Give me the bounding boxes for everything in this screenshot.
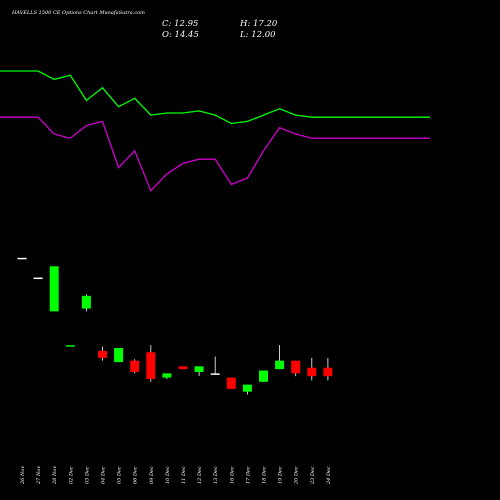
candle [114, 348, 124, 363]
candle [81, 294, 91, 312]
candle-body [49, 266, 59, 312]
x-tick-label: 17 Dec [245, 466, 251, 484]
ohlc-open: O: 14.45 [162, 30, 199, 40]
candle-body [98, 350, 107, 358]
candle [194, 366, 204, 377]
ohlc-high: H: 17.20 [239, 19, 278, 29]
x-tick-label: 04 Dec [101, 466, 107, 484]
candle-body [210, 373, 220, 375]
candles [17, 257, 333, 395]
candle-body [323, 367, 333, 377]
candle [65, 345, 75, 347]
x-axis-ticks: 26 Nov 27 Nov 28 Nov 02 Dec 03 Dec 04 Dec 05 D… [20, 466, 332, 485]
x-tick-label: 26 Nov [20, 466, 26, 485]
indicator-line-2 [0, 116, 430, 192]
candle-body [259, 370, 268, 382]
candle [162, 373, 172, 379]
ohlc-close: C: 12.95 [162, 19, 198, 29]
candle [146, 345, 156, 382]
x-tick-label: 28 Nov [52, 466, 58, 485]
x-tick-label: 19 Dec [278, 466, 284, 484]
candle [291, 360, 301, 377]
candle-body [242, 384, 252, 392]
x-tick-label: 06 Dec [133, 466, 139, 484]
candle [49, 266, 59, 312]
candle-body [146, 352, 156, 379]
x-tick-label: 23 Dec [310, 466, 316, 485]
candle [323, 357, 333, 381]
indicator-line-1 [0, 70, 430, 125]
candle [226, 377, 236, 389]
x-tick-label: 27 Nov [36, 466, 42, 485]
candle-body [114, 348, 124, 363]
x-tick-label: 09 Dec [149, 466, 155, 484]
candle-body [17, 257, 27, 260]
candle [307, 357, 317, 381]
chart-title: HAVELLS 1500 CE Options Chart MunafaSutr… [11, 10, 145, 16]
candle-body [33, 277, 43, 280]
x-tick-label: 16 Dec [229, 466, 235, 484]
candle-body [275, 360, 285, 370]
x-tick-label: 03 Dec [84, 466, 90, 484]
x-tick-label: 05 Dec [117, 466, 123, 484]
candle [275, 345, 285, 370]
ohlc-low: L: 12.00 [239, 30, 276, 40]
candle-body [178, 366, 188, 370]
candle [178, 366, 188, 370]
x-tick-label: 24 Dec [326, 466, 332, 485]
candle-body [65, 345, 75, 347]
candle [17, 257, 27, 260]
candle-body [226, 377, 236, 389]
candle-body [194, 366, 204, 372]
candle-body [81, 295, 91, 309]
candle [130, 359, 140, 374]
indicator-lines [0, 70, 430, 192]
x-tick-label: 11 Dec [181, 466, 187, 484]
candle [33, 277, 43, 280]
candle [98, 346, 107, 361]
x-tick-label: 20 Dec [294, 466, 300, 485]
x-tick-label: 02 Dec [68, 466, 74, 484]
candle [210, 356, 220, 375]
candle [242, 384, 252, 395]
candle-body [130, 360, 140, 372]
candle-body [162, 373, 172, 378]
candle-body [307, 367, 317, 377]
x-tick-label: 18 Dec [262, 466, 268, 484]
x-tick-label: 12 Dec [197, 466, 203, 484]
x-tick-label: 13 Dec [213, 466, 219, 484]
candle [259, 370, 268, 382]
candle-body [291, 360, 301, 374]
x-tick-label: 10 Dec [165, 466, 171, 484]
